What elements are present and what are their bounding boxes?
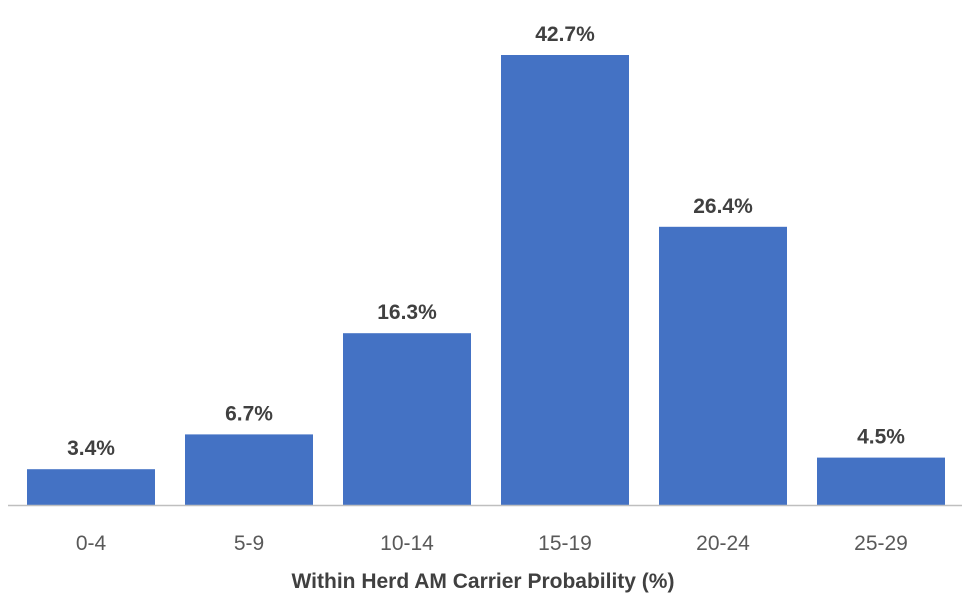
bar-5-9: [185, 434, 313, 505]
data-label-20-24: 26.4%: [693, 195, 753, 218]
bar-20-24: [659, 226, 787, 506]
data-labels-group: 3.4% 6.7% 16.3% 42.7% 26.4% 4.5%: [67, 23, 905, 460]
data-label-25-29: 4.5%: [857, 426, 905, 449]
bar-10-14: [343, 333, 471, 505]
bar-25-29: [817, 457, 945, 505]
x-tick-label-25-29: 25-29: [854, 532, 908, 555]
data-label-0-4: 3.4%: [67, 437, 115, 460]
x-tick-label-15-19: 15-19: [538, 532, 592, 555]
bars-group: [27, 55, 945, 506]
x-axis-title: Within Herd AM Carrier Probability (%): [292, 570, 675, 593]
x-tick-label-20-24: 20-24: [696, 532, 750, 555]
bar-15-19: [501, 55, 629, 505]
x-tick-label-5-9: 5-9: [234, 532, 264, 555]
data-label-15-19: 42.7%: [535, 23, 595, 46]
data-label-10-14: 16.3%: [377, 301, 437, 324]
x-tick-label-10-14: 10-14: [380, 532, 434, 555]
bar-0-4: [27, 469, 155, 505]
data-label-5-9: 6.7%: [225, 402, 273, 425]
x-tick-labels-group: 0-4 5-9 10-14 15-19 20-24 25-29: [76, 532, 908, 555]
x-tick-label-0-4: 0-4: [76, 532, 107, 555]
